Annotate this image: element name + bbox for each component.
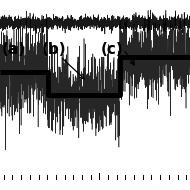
Text: (c): (c) xyxy=(101,42,124,57)
Text: (b): (b) xyxy=(42,42,66,57)
Text: (a): (a) xyxy=(2,42,26,57)
